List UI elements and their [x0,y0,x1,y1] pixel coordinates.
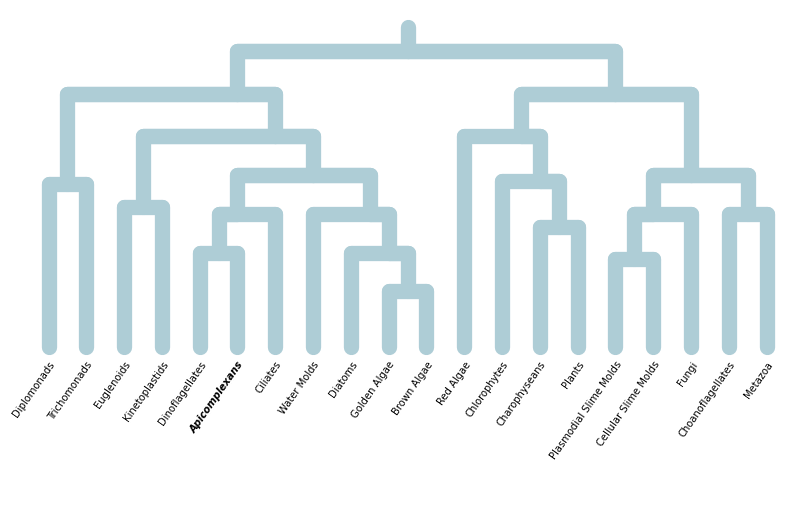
Text: Red Algae: Red Algae [435,359,473,407]
Text: Metazoa: Metazoa [742,359,774,400]
Text: Fungi: Fungi [675,359,699,387]
Text: Trichomonads: Trichomonads [46,359,94,422]
Text: Brown Algae: Brown Algae [390,359,434,416]
Text: Plasmodial Slime Molds: Plasmodial Slime Molds [548,359,623,462]
Text: Plants: Plants [560,359,586,390]
Text: Diatoms: Diatoms [327,359,359,399]
Text: Ciliates: Ciliates [254,359,283,395]
Text: Euglenoids: Euglenoids [93,359,132,410]
Text: Choanoflagellates: Choanoflagellates [677,359,737,439]
Text: Apicomplexans: Apicomplexans [189,359,246,435]
Text: Kinetoplastids: Kinetoplastids [122,359,170,423]
Text: Dinoflagellates: Dinoflagellates [157,359,208,427]
Text: Chlorophytes: Chlorophytes [464,359,510,419]
Text: Cellular Slime Molds: Cellular Slime Molds [595,359,662,448]
Text: Charophyseans: Charophyseans [496,359,548,428]
Text: Water Molds: Water Molds [278,359,322,416]
Text: Golden Algae: Golden Algae [350,359,397,420]
Text: Diplomonads: Diplomonads [11,359,57,419]
